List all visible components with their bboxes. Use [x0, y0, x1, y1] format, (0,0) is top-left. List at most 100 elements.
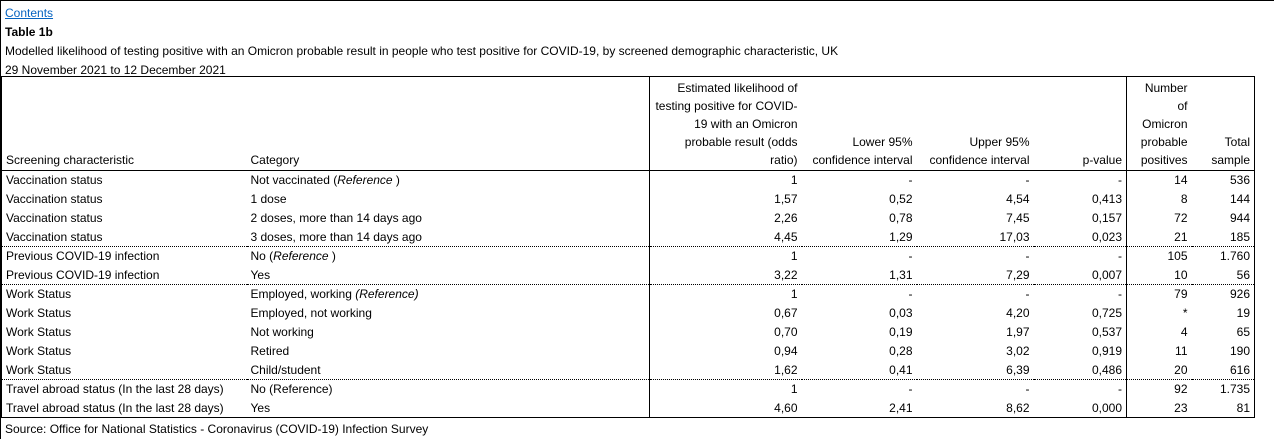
cell-odds-ratio: 1	[649, 379, 802, 399]
cell-lower-ci: 1,29	[889, 229, 913, 244]
table-row: Vaccination status Not vaccinated (Refere…	[2, 170, 1255, 190]
cell-p-value: 0,537	[1091, 325, 1122, 339]
cell-p-value: -	[1033, 284, 1127, 304]
cell-category: Retired	[247, 342, 650, 361]
cell-omicron-positives: 20	[1126, 360, 1192, 380]
col-header-screening-characteristic: Screening characteristic	[1, 76, 247, 171]
cell-p-value: 0,007	[1091, 267, 1122, 282]
cell-p-value: 0,157	[1091, 211, 1122, 225]
cell-category: 1 dose	[247, 190, 650, 209]
cell-odds-ratio: 0,70	[649, 322, 802, 342]
date-range: 29 November 2021 to 12 December 2021	[5, 63, 226, 77]
cell-lower-ci: 0,28	[889, 344, 913, 358]
cell-upper-ci: 7,45	[1006, 211, 1030, 225]
cell-lower-ci: 0,78	[889, 211, 913, 225]
cell-lower-ci: 0,52	[889, 192, 913, 206]
category-reference-italic: Reference	[337, 173, 393, 188]
table-row: Vaccination status 3 doses, more than 14 …	[2, 227, 1255, 247]
cell-odds-ratio: 2,26	[649, 208, 802, 228]
cell-odds-ratio: 1	[649, 246, 802, 266]
cell-p-value: -	[1033, 246, 1127, 266]
cell-total-sample: 1.735	[1191, 379, 1255, 399]
category-text: No (Reference)	[250, 382, 333, 397]
cell-category: Yes	[247, 266, 650, 285]
cell-total-sample: 926	[1191, 284, 1255, 304]
cell-lower-ci: -	[908, 173, 913, 188]
cell-upper-ci: 1,97	[1006, 325, 1030, 339]
cell-category: No (Reference )	[246, 246, 650, 266]
cell-category: Employed, not working	[247, 304, 650, 323]
table-row: Travel abroad status (In the last 28 day…	[2, 398, 1255, 418]
cell-category: Employed, working (Reference)	[246, 284, 650, 304]
category-text: Yes	[250, 267, 271, 282]
cell-odds-ratio: 3,22	[649, 265, 802, 285]
cell-screening-characteristic: Work Status	[6, 344, 72, 358]
cell-upper-ci: 3,02	[1006, 344, 1030, 358]
cell-upper-ci: -	[916, 246, 1034, 266]
category-reference-italic: (Reference)	[355, 287, 419, 302]
category-text: )	[392, 173, 400, 188]
category-text: 3 doses, more than 14 days ago	[250, 229, 422, 244]
cell-omicron-positives: 8	[1126, 189, 1192, 209]
cell-odds-ratio: 4,45	[649, 227, 802, 247]
cell-lower-ci: 0,19	[889, 325, 913, 339]
cell-screening-characteristic: Travel abroad status (In the last 28 day…	[1, 379, 247, 399]
cell-omicron-positives: 10	[1126, 265, 1192, 285]
category-text: 1 dose	[250, 192, 287, 206]
cell-omicron-positives: 92	[1126, 379, 1192, 399]
cell-omicron-positives: 79	[1126, 284, 1192, 304]
cell-screening-characteristic: Work Status	[6, 362, 72, 377]
table-row: Work Status Retired 0,94 0,28 3,02 0,919 11 190	[2, 341, 1255, 361]
cell-category: Not working	[247, 323, 650, 342]
cell-lower-ci: -	[801, 379, 917, 399]
table-label: Table 1b	[5, 25, 53, 39]
cell-lower-ci: 0,03	[889, 306, 913, 320]
cell-omicron-positives: 23	[1126, 398, 1192, 418]
cell-total-sample: 81	[1236, 400, 1250, 415]
cell-omicron-positives: 11	[1126, 341, 1192, 361]
cell-odds-ratio: 1	[649, 170, 802, 190]
table-row: Travel abroad status (In the last 28 day…	[1, 379, 1255, 399]
table-title: Modelled likelihood of testing positive …	[5, 44, 839, 58]
table-body: Vaccination status Not vaccinated (Refere…	[1, 170, 1255, 418]
cell-p-value: -	[1033, 379, 1127, 399]
cell-screening-characteristic: Work Status	[6, 306, 72, 320]
cell-total-sample: 56	[1236, 267, 1250, 282]
cell-odds-ratio: 1,62	[649, 360, 802, 380]
table-row: Work Status Child/student 1,62 0,41 6,39 0,48…	[2, 360, 1255, 380]
cell-p-value: 0,000	[1091, 400, 1122, 415]
cell-p-value: -	[1118, 173, 1122, 188]
cell-odds-ratio: 1	[649, 284, 802, 304]
cell-screening-characteristic: Vaccination status	[6, 173, 103, 188]
cell-total-sample: 19	[1236, 306, 1250, 320]
cell-upper-ci: 8,62	[1006, 400, 1030, 415]
cell-lower-ci: -	[801, 246, 917, 266]
table-row: Previous COVID-19 infection Yes 3,22 1,31 7,…	[2, 265, 1255, 285]
category-text: )	[328, 249, 336, 264]
table-row: Vaccination status 1 dose 1,57 0,52 4,54 0,41…	[2, 189, 1255, 209]
cell-total-sample: 65	[1236, 325, 1250, 339]
cell-screening-characteristic: Vaccination status	[6, 192, 103, 206]
source-note: Source: Office for National Statistics -…	[5, 422, 429, 436]
cell-total-sample: 944	[1229, 211, 1250, 225]
cell-omicron-positives: 72	[1126, 208, 1192, 228]
category-text: Employed, working	[250, 287, 356, 302]
col-header-lower-ci: Lower 95% confidence interval	[801, 76, 917, 171]
col-header-upper-ci: Upper 95% confidence interval	[916, 76, 1034, 171]
cell-lower-ci: -	[801, 284, 917, 304]
cell-omicron-positives: 4	[1126, 322, 1192, 342]
contents-link[interactable]: Contents	[5, 6, 54, 20]
cell-total-sample: 536	[1229, 173, 1250, 188]
col-header-odds-ratio: Estimated likelihood of testing positive…	[649, 76, 802, 171]
category-text: 2 doses, more than 14 days ago	[250, 211, 422, 225]
category-text: No (	[250, 249, 274, 264]
cell-lower-ci: 0,41	[889, 362, 913, 377]
table-row: Work Status Employed, working (Reference)…	[1, 284, 1255, 304]
cell-odds-ratio: 4,60	[649, 398, 802, 418]
table-row: Work Status Not working 0,70 0,19 1,97 0,537 4…	[2, 322, 1255, 342]
cell-lower-ci: 2,41	[889, 400, 913, 415]
category-text: Yes	[250, 400, 271, 415]
cell-omicron-positives: *	[1126, 303, 1192, 323]
cell-total-sample: 1.760	[1191, 246, 1255, 266]
statistics-table: Screening characteristic Category Estima…	[1, 76, 1255, 418]
